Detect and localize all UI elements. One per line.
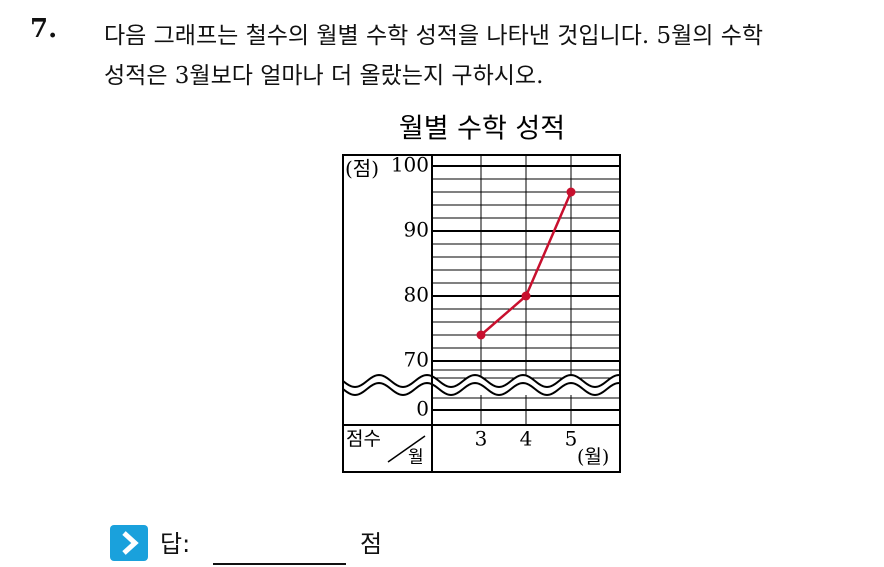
question-text: 다음 그래프는 철수의 월별 수학 성적을 나타낸 것입니다. 5월의 수학 — [104, 23, 764, 49]
x-tick-label: 3 — [475, 427, 488, 451]
chart-title: 월별 수학 성적 — [399, 114, 565, 145]
question-number: 7. — [30, 14, 58, 44]
corner-diagonal — [387, 435, 426, 463]
y-unit: (점) — [345, 157, 379, 181]
y-tick-label: 90 — [404, 218, 429, 242]
y-tick-label: 70 — [404, 348, 429, 372]
answer-blank — [213, 563, 346, 565]
chart-frame — [342, 154, 621, 473]
corner-y-label: 점수 — [346, 428, 381, 450]
x-unit: (월) — [577, 446, 609, 468]
point — [566, 187, 576, 197]
point — [521, 291, 531, 301]
answer-unit: 점 — [360, 530, 383, 558]
axis-break — [342, 373, 620, 389]
y-tick-label: 80 — [404, 283, 429, 307]
point — [476, 330, 486, 340]
y-tick-label: 100 — [391, 153, 429, 177]
corner-x-label: 월 — [408, 448, 424, 468]
question-text: 성적은 3월보다 얼마나 더 올랐는지 구하시오. — [104, 63, 544, 89]
answer-label: 답: — [160, 530, 191, 558]
x-tick-label: 5 — [565, 427, 578, 451]
answer-icon — [110, 525, 148, 561]
x-tick-label: 4 — [520, 427, 533, 451]
axis-break — [342, 381, 620, 397]
y-tick-label: 0 — [416, 397, 429, 421]
